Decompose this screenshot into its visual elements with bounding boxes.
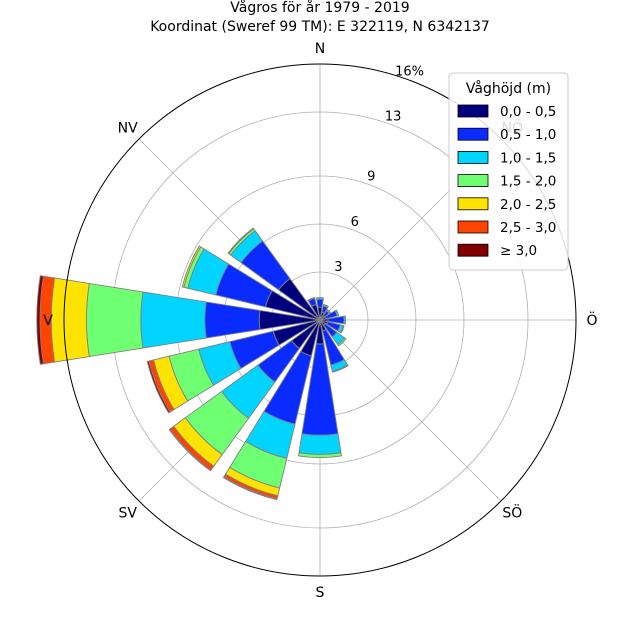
radial-tick-label: 6 — [351, 215, 359, 230]
legend-box — [448, 72, 569, 271]
legend-swatch — [457, 104, 489, 118]
direction-label: Ö — [586, 311, 597, 329]
legend-swatch — [457, 150, 489, 164]
direction-label: V — [43, 313, 53, 329]
legend-entry-label: 1,0 - 1,5 — [500, 150, 556, 166]
radial-tick-label: 9 — [367, 170, 375, 185]
bar-N-series-2 — [315, 297, 325, 300]
bar-SÖ-series-3 — [337, 337, 347, 347]
bar-S-series-3 — [297, 452, 343, 458]
legend-entry-label: 0,0 - 0,5 — [500, 104, 556, 120]
bar-NV-series-4 — [227, 227, 255, 255]
chart-title: Vågros för år 1979 - 2019 — [230, 0, 410, 16]
legend-swatch — [457, 220, 489, 234]
bar-SV-series-6 — [168, 428, 212, 472]
bar-SSÖ-series-3 — [331, 364, 349, 373]
bar-V-series-1 — [204, 301, 261, 339]
bar-V-series-2 — [140, 291, 207, 349]
bar-NNÖ-series-2 — [322, 303, 329, 309]
radial-tick-label: 3 — [334, 260, 342, 275]
rose-bars — [36, 227, 349, 501]
radial-tick-label: 16% — [395, 64, 424, 79]
direction-label: SÖ — [502, 503, 522, 521]
legend-entry-label: 0,5 - 1,0 — [500, 127, 556, 143]
bar-VNV-series-4 — [181, 245, 202, 288]
legend-entry-label: ≥ 3,0 — [500, 243, 537, 259]
direction-label: NV — [118, 121, 138, 137]
bar-SSV-series-6 — [222, 476, 278, 501]
legend-entry-label: 2,0 - 2,5 — [500, 197, 556, 213]
angular-gridline — [319, 319, 502, 502]
chart-subtitle: Koordinat (Sweref 99 TM): E 322119, N 63… — [150, 19, 490, 35]
bar-N-series-1 — [316, 298, 324, 308]
direction-label: N — [315, 41, 325, 57]
radial-tick-label: 13 — [385, 110, 402, 125]
bar-NÖ-series-2 — [325, 309, 331, 315]
bar-NNV-series-2 — [307, 296, 316, 302]
polar-frame — [63, 63, 577, 577]
legend-swatch — [457, 174, 489, 188]
bar-S-series-2 — [298, 433, 342, 455]
direction-label: SV — [118, 505, 137, 521]
legend-entry-label: 1,5 - 2,0 — [500, 174, 556, 190]
bar-V-series-4 — [50, 277, 90, 363]
legend: Våghöjd (m) 0,0 - 0,5 0,5 - 1,0 1,0 - 1,5 1,… — [448, 72, 569, 271]
bar-V-series-6 — [36, 275, 44, 365]
bar-Ö-series-2 — [343, 315, 347, 325]
bar-V-series-3 — [85, 282, 144, 358]
legend-title: Våghöjd (m) — [466, 80, 551, 97]
bar-VSV-series-6 — [146, 360, 171, 414]
bar-ÖSÖ-series-3 — [339, 325, 345, 334]
bar-ÖNÖ-series-2 — [334, 309, 340, 317]
legend-swatch — [457, 243, 489, 257]
legend-swatch — [457, 127, 489, 141]
legend-swatch — [457, 197, 489, 211]
direction-label: S — [316, 585, 325, 601]
legend-entry-label: 2,5 - 3,0 — [500, 220, 556, 236]
